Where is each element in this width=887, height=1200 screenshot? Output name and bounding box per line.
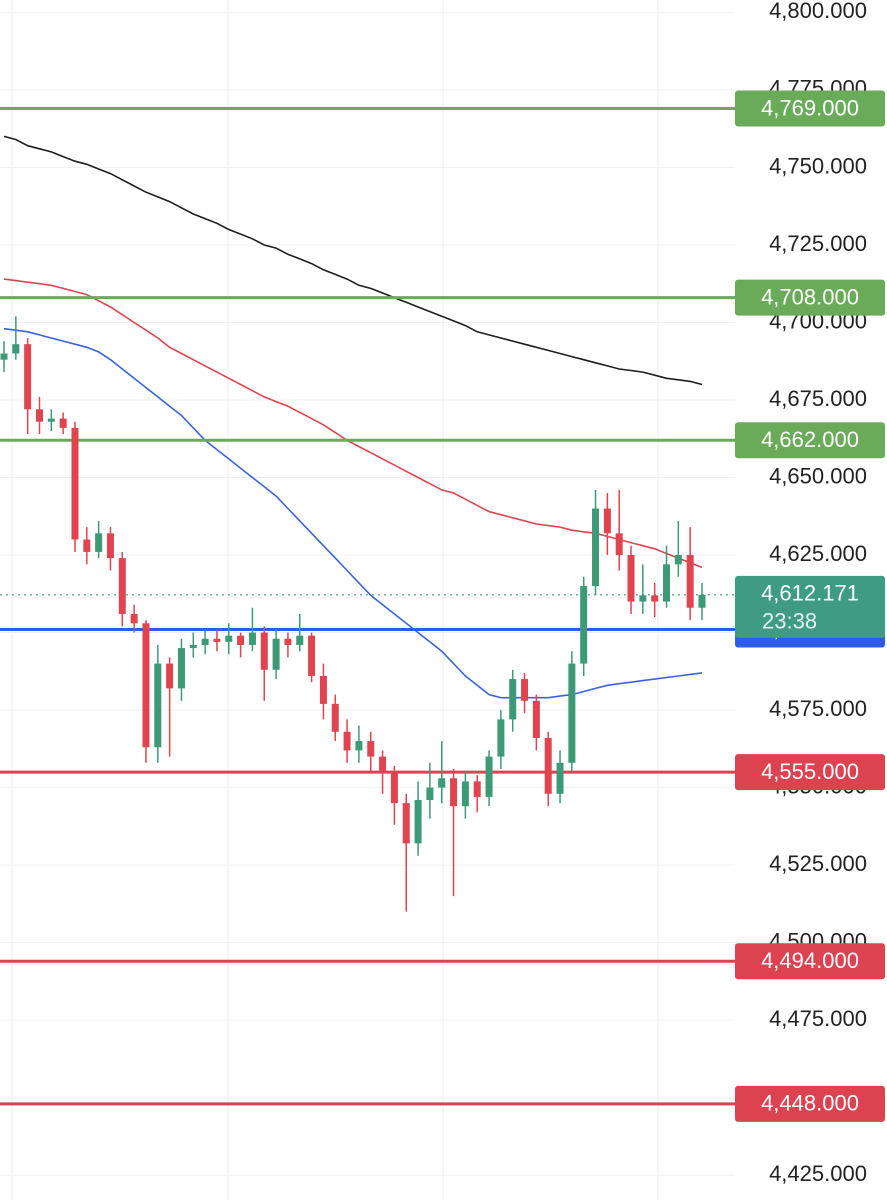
- level-label-box: [735, 943, 885, 980]
- y-tick-label: 4,750.000: [769, 153, 867, 178]
- candle-body: [556, 762, 564, 794]
- candle-body: [674, 555, 682, 565]
- candle-body: [603, 508, 611, 534]
- candle-body: [201, 638, 209, 645]
- candle-body: [568, 663, 576, 763]
- candle-body: [521, 679, 529, 701]
- candle-body: [12, 344, 20, 354]
- candle-body: [450, 778, 458, 807]
- level-label-box: [735, 90, 885, 127]
- candle-body: [532, 700, 540, 738]
- y-tick-label: 4,625.000: [769, 541, 867, 566]
- candle-body: [248, 632, 256, 645]
- candle-body: [225, 635, 233, 642]
- candle-body: [414, 800, 422, 844]
- candle-body: [497, 719, 505, 757]
- y-tick-label: 4,650.000: [769, 463, 867, 488]
- candle-body: [580, 586, 588, 664]
- candle-body: [296, 635, 304, 645]
- countdown-label: 23:38: [762, 609, 817, 634]
- candle-body: [438, 778, 446, 788]
- candle-body: [260, 632, 268, 670]
- candle-body: [343, 731, 351, 751]
- candle-body: [308, 635, 316, 676]
- candle-body: [24, 344, 32, 410]
- candle-body: [544, 737, 552, 794]
- candle-body: [154, 663, 162, 748]
- last-price-box: [735, 575, 885, 638]
- candle-body: [237, 635, 245, 645]
- level-label: 4,708.000: [761, 284, 859, 309]
- candle-body: [59, 418, 67, 428]
- candle-body: [319, 675, 327, 704]
- y-tick-label: 4,675.000: [769, 386, 867, 411]
- level-label-box: [735, 279, 885, 316]
- candle-body: [663, 564, 671, 602]
- level-label: 4,448.000: [761, 1091, 859, 1116]
- candle-body: [284, 638, 292, 645]
- candle-body: [379, 756, 387, 773]
- candle-body: [118, 558, 126, 614]
- candle-body: [473, 781, 481, 797]
- candle-body: [402, 803, 410, 844]
- candle-body: [390, 772, 398, 804]
- level-label-box: [735, 1085, 885, 1122]
- candle-body: [177, 648, 185, 689]
- candle-body: [639, 595, 647, 602]
- candle-body: [485, 756, 493, 797]
- candle-body: [698, 594, 706, 608]
- candle-body: [651, 595, 659, 602]
- candle-body: [142, 623, 150, 748]
- candle-body: [272, 638, 280, 670]
- y-tick-label: 4,525.000: [769, 851, 867, 876]
- level-label-box: [735, 754, 885, 791]
- level-label: 4,494.000: [761, 948, 859, 973]
- y-tick-label: 4,425.000: [769, 1161, 867, 1186]
- candle-body: [509, 679, 517, 720]
- candle-body: [71, 427, 79, 540]
- candle-body: [0, 353, 8, 360]
- candle-body: [130, 613, 138, 624]
- candle-body: [355, 741, 363, 751]
- level-label: 4,769.000: [761, 95, 859, 120]
- level-label: 4,555.000: [761, 759, 859, 784]
- candle-body: [592, 508, 600, 587]
- candle-body: [95, 533, 103, 552]
- candle-body: [166, 663, 174, 689]
- candle-body: [461, 781, 469, 807]
- y-tick-label: 4,800.000: [769, 0, 867, 23]
- moving-average: [3, 278, 703, 569]
- candle-body: [189, 644, 197, 649]
- moving-average: [3, 327, 703, 699]
- level-label: 4,662.000: [761, 427, 859, 452]
- y-tick-label: 4,725.000: [769, 231, 867, 256]
- candle-body: [426, 787, 434, 800]
- level-label-box: [735, 422, 885, 459]
- candle-body: [367, 741, 375, 757]
- candle-body: [35, 409, 43, 422]
- candle-body: [83, 539, 91, 552]
- candle-body: [331, 703, 339, 732]
- candle-body: [686, 555, 694, 608]
- candle-body: [213, 638, 221, 642]
- y-tick-label: 4,475.000: [769, 1006, 867, 1031]
- candle-body: [106, 533, 114, 559]
- candle-body: [47, 418, 55, 422]
- last-price-label: 4,612.171: [761, 581, 859, 606]
- candle-body: [615, 533, 623, 556]
- moving-average: [3, 135, 703, 386]
- candle-body: [627, 555, 635, 602]
- y-tick-label: 4,575.000: [769, 696, 867, 721]
